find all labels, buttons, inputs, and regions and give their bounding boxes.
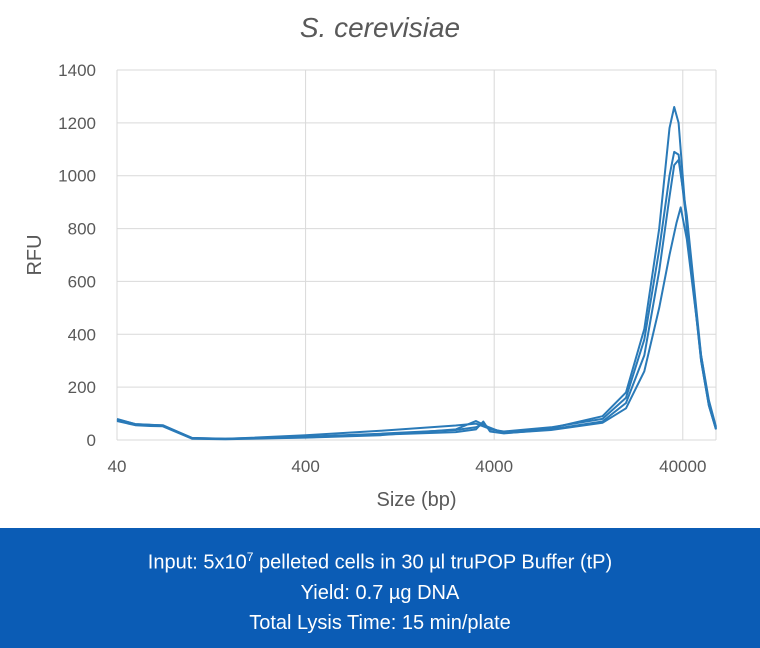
y-tick-label: 200 xyxy=(68,378,96,397)
x-tick-label: 40000 xyxy=(659,457,706,476)
chart-svg: 0 200 400 600 800 1000 1200 1400 40 400 4000 40000 S… xyxy=(24,61,717,511)
y-tick-label: 1400 xyxy=(58,61,96,80)
caption-input-line: Input: 5x107 pelleted cells in 30 µl tru… xyxy=(0,542,760,578)
x-tick-label: 400 xyxy=(291,457,319,476)
chart-title: S. cerevisiae xyxy=(299,12,461,43)
series-line-1 xyxy=(116,106,717,440)
y-tick-label: 400 xyxy=(68,325,96,344)
x-tick-label: 4000 xyxy=(475,457,513,476)
caption-band: Input: 5x107 pelleted cells in 30 µl tru… xyxy=(0,528,760,648)
caption-input-exponent: 7 xyxy=(246,550,254,564)
caption-input-post: pelleted cells in 30 µl truPOP Buffer (t… xyxy=(253,551,613,574)
series-line-4 xyxy=(116,206,717,441)
y-tick-label: 0 xyxy=(87,431,96,450)
caption-input-pre: Input: 5x10 xyxy=(147,551,247,574)
x-tick-label: 40 xyxy=(108,457,127,476)
x-axis-label: Size (bp) xyxy=(376,489,456,511)
caption-lysis-time-line: Total Lysis Time: 15 min/plate xyxy=(249,611,511,634)
y-tick-label: 800 xyxy=(68,220,96,239)
y-tick-label: 600 xyxy=(68,272,96,291)
caption-yield-line: Yield: 0.7 µg DNA xyxy=(300,581,460,604)
chart-area: S. cerevisiae 0 200 400 600 800 1000 1200 1400 4… xyxy=(24,12,717,511)
series-line-3 xyxy=(116,150,717,440)
y-tick-label: 1200 xyxy=(58,114,96,133)
y-tick-label: 1000 xyxy=(58,167,96,186)
y-axis-label: RFU xyxy=(24,234,46,275)
